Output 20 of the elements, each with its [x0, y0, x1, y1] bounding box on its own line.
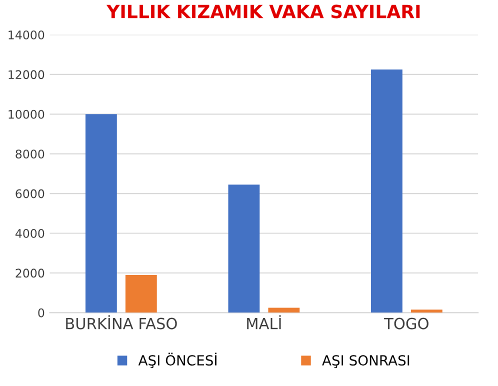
y-tick-label: 6000 — [16, 189, 44, 198]
bar — [371, 69, 402, 313]
bar — [125, 274, 157, 313]
y-tick-label: 0 — [38, 308, 44, 318]
x-tick-label: MALİ — [247, 315, 281, 330]
bar — [85, 114, 117, 313]
y-tick-label: 10000 — [8, 110, 44, 119]
y-tick-label: 2000 — [16, 268, 44, 278]
y-tick-label: 14000 — [8, 30, 44, 40]
y-tick-label: 8000 — [16, 150, 44, 158]
bar — [410, 310, 442, 313]
bar — [228, 184, 260, 313]
y-tick-label: 4000 — [15, 228, 44, 238]
bar — [268, 308, 300, 313]
y-tick-label: 12000 — [8, 70, 44, 80]
x-tick-label: TOGO — [384, 318, 428, 330]
x-tick-label: BURKİNA FASO — [66, 315, 177, 330]
chart-title: YILLIK KIZAMIK VAKA SAYILARI — [106, 4, 420, 18]
legend-label: AŞI ÖNCESİ — [138, 352, 216, 368]
legend-label: AŞI SONRASI — [322, 355, 410, 368]
